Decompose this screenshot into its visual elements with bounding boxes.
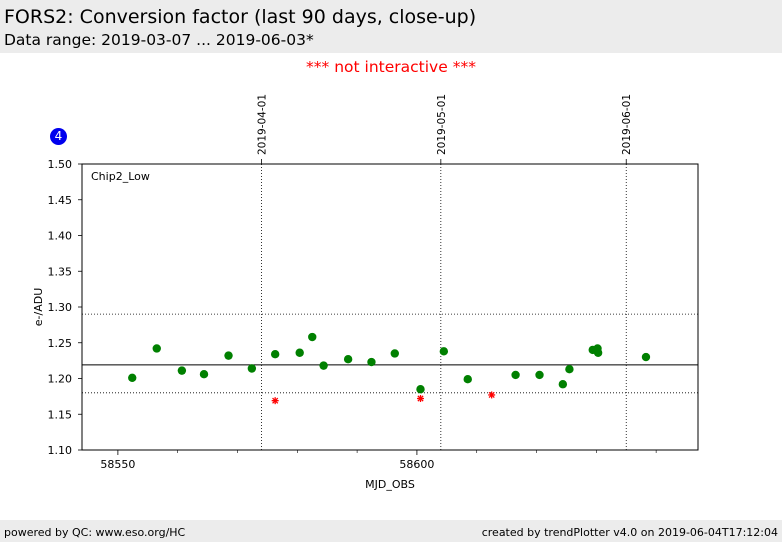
data-point	[224, 351, 233, 360]
not-interactive-notice: *** not interactive ***	[306, 58, 476, 76]
y-tick-label: 1.20	[48, 373, 73, 386]
data-point	[177, 366, 187, 375]
y-tick-label: 1.50	[48, 158, 73, 171]
date-marker-label: 2019-06-01	[621, 94, 633, 155]
data-point	[535, 370, 544, 380]
date-marker-label: 2019-04-01	[256, 94, 268, 155]
scatter-chart: 2019-04-01 2019-05-01 2019-06-01 1.10 1.15 1.…	[32, 94, 699, 491]
date-marker-label: 2019-05-01	[436, 94, 448, 155]
data-point	[593, 348, 603, 357]
data-point	[641, 352, 651, 362]
data-point	[558, 380, 568, 389]
panel-label: Chip2_Low	[91, 170, 150, 183]
data-point	[308, 332, 317, 342]
outlier-point	[417, 395, 425, 403]
plot-frame	[81, 163, 699, 451]
data-point	[199, 370, 209, 379]
data-point	[295, 348, 304, 357]
y-axis-label: e-/ADU	[32, 288, 45, 327]
data-point	[128, 373, 137, 382]
outlier-point	[488, 391, 496, 399]
footer-created-by: created by trendPlotter v4.0 on 2019-06-…	[481, 526, 778, 539]
outlier-point	[271, 397, 279, 405]
data-point	[270, 349, 280, 359]
data-point	[463, 375, 472, 384]
data-point	[319, 361, 328, 370]
y-tick-label: 1.40	[48, 230, 73, 243]
data-point	[565, 365, 574, 374]
data-point	[439, 347, 449, 356]
data-point	[511, 370, 520, 380]
y-tick-label: 1.10	[48, 444, 73, 457]
x-tick-label: 58550	[100, 458, 135, 471]
y-tick-label: 1.35	[48, 265, 73, 278]
x-tick-label: 58600	[399, 458, 434, 471]
y-tick-label: 1.45	[48, 194, 73, 207]
data-point	[390, 349, 399, 358]
data-point	[343, 354, 353, 364]
y-tick-label: 1.30	[48, 301, 73, 314]
data-point	[247, 364, 257, 373]
data-point	[152, 344, 161, 353]
data-range: Data range: 2019-03-07 ... 2019-06-03*	[4, 31, 314, 49]
chart-layer: 2019-04-01 2019-05-01 2019-06-01 1.10 1.15 1.…	[32, 94, 699, 491]
x-axis-label: MJD_OBS	[365, 478, 415, 491]
data-point	[367, 357, 376, 367]
footer-powered-by: powered by QC: www.eso.org/HC	[4, 526, 186, 539]
page-title: FORS2: Conversion factor (last 90 days, …	[4, 6, 477, 28]
page-footer: powered by QC: www.eso.org/HC created by…	[0, 520, 782, 542]
y-tick-label: 1.25	[48, 337, 73, 350]
page-header: FORS2: Conversion factor (last 90 days, …	[0, 0, 782, 53]
plot-number-badge: 4	[50, 128, 67, 145]
data-point	[416, 385, 425, 394]
y-tick-label: 1.15	[48, 408, 73, 421]
